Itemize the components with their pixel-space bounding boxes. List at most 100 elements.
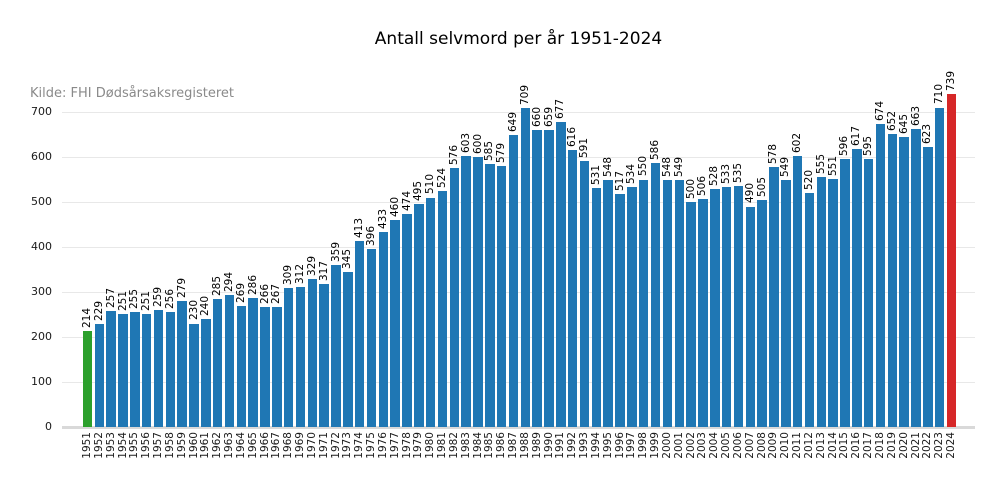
bar-1962 [212,298,223,428]
bar-2022 [923,146,933,427]
bar-1989 [532,130,542,427]
x-tick-label: 1994 [589,432,602,459]
bar-1960 [189,323,199,427]
bar-value-label: 739 [945,71,957,92]
gridline [62,246,975,248]
x-tick-label: 2007 [743,432,756,459]
x-tick-label: 2001 [672,432,685,459]
bar-1969 [295,286,306,427]
bar-1965 [248,298,258,427]
bar-2023 [934,107,945,427]
x-tick-label: 1965 [246,432,259,459]
bar-1970 [307,278,318,427]
bar-2015 [840,158,850,427]
bar-value-label: 603 [459,132,472,153]
bar-value-label: 677 [554,99,567,120]
bar-1973 [343,271,353,428]
x-tick-label: 2012 [802,432,815,459]
y-tick-label: 200 [31,330,52,343]
gridline [62,381,975,383]
bar-value-label: 433 [376,209,389,230]
bar-value-label: 548 [660,157,673,178]
x-tick-label: 1971 [317,432,330,459]
bar-value-label: 549 [672,156,685,177]
x-axis-line [62,426,975,429]
x-tick-label: 1970 [305,432,318,459]
bar-2002 [686,202,696,427]
x-tick-label: 1958 [163,432,176,459]
bar-2005 [721,187,732,427]
bar-value-label: 649 [507,111,520,132]
bar-1997 [627,186,637,427]
x-tick-label: 1983 [459,432,472,459]
bar-2018 [875,123,886,427]
bar-1967 [272,306,282,428]
bar-1966 [260,307,270,427]
gridline [62,111,975,113]
bar-2021 [911,128,921,427]
bar-2024 [946,94,957,427]
x-tick-label: 1976 [376,432,389,459]
y-tick-label: 300 [31,285,52,298]
bar-1985 [485,163,495,428]
bar-2010 [781,179,791,427]
x-tick-label: 1952 [92,432,105,459]
bar-value-label: 709 [518,84,531,105]
bar-value-label: 524 [436,168,449,189]
bar-2000 [662,180,673,427]
bar-2001 [674,179,685,427]
bar-value-label: 602 [791,133,804,154]
bar-value-label: 645 [897,113,910,134]
x-tick-label: 1977 [388,432,401,459]
x-tick-label: 2013 [814,432,827,459]
gridline [62,291,975,293]
bar-2020 [899,136,909,428]
bar-value-label: 535 [731,163,744,184]
gridline [62,201,975,203]
bar-value-label: 576 [447,144,460,165]
bar-1993 [579,161,590,427]
bar-1963 [224,294,235,427]
x-tick-label: 1964 [234,432,247,459]
bar-value-label: 229 [92,300,105,321]
bar-value-label: 329 [305,255,318,276]
bar-value-label: 660 [530,106,543,127]
bar-value-label: 591 [578,138,591,159]
bar-value-label: 531 [589,164,602,185]
bar-2014 [828,179,838,427]
bar-2003 [698,199,708,427]
y-tick-label: 400 [31,240,52,253]
bar-1978 [402,213,412,427]
y-tick-label: 0 [45,420,52,433]
bar-value-label: 652 [885,110,898,131]
bar-1999 [650,163,661,427]
bar-value-label: 551 [826,155,839,176]
bar-1998 [638,179,649,427]
bar-value-label: 555 [814,154,827,175]
x-tick-label: 2018 [873,432,886,459]
bar-value-label: 505 [755,176,768,197]
bar-2008 [757,199,767,428]
bar-1986 [496,166,507,427]
x-tick-label: 1989 [530,432,543,459]
bar-1956 [141,314,152,428]
x-tick-label: 1953 [104,432,117,459]
chart-title: Antall selvmord per år 1951-2024 [374,29,663,49]
bar-value-label: 549 [779,156,792,177]
bar-1958 [165,311,176,427]
bar-1988 [520,107,531,427]
bar-value-label: 286 [246,275,259,296]
bar-1996 [615,194,625,427]
bar-value-label: 279 [175,278,188,299]
bar-2013 [816,177,827,428]
bar-1975 [366,248,377,427]
bar-2011 [792,156,803,427]
bar-value-label: 240 [199,295,212,316]
bar-1959 [177,301,187,427]
bar-1961 [201,319,211,427]
bar-value-label: 520 [802,169,815,190]
bar-1952 [94,323,105,427]
bar-1968 [283,287,294,427]
